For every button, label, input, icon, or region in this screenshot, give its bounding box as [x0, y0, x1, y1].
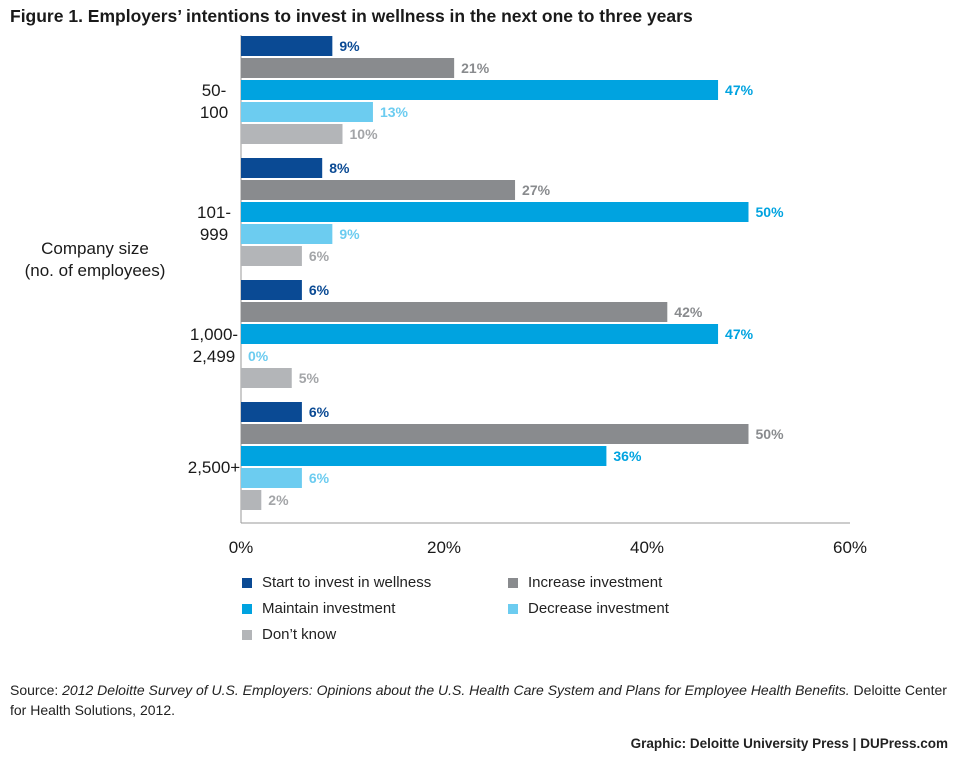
source-title: 2012 Deloitte Survey of U.S. Employers: …: [62, 682, 850, 698]
legend-item: Start to invest in wellness: [242, 574, 431, 591]
data-label: 5%: [299, 370, 320, 386]
x-tick-label: 60%: [833, 538, 867, 557]
legend-swatch: [508, 603, 518, 614]
category-label: 2,499: [193, 347, 236, 366]
legend-swatch: [242, 603, 252, 614]
x-tick-label: 0%: [229, 538, 254, 557]
data-label: 50%: [756, 204, 785, 220]
bar: [241, 58, 455, 78]
legend-item: Don’t know: [242, 626, 336, 643]
legend-swatch: [242, 629, 252, 640]
legend-item: Maintain investment: [242, 600, 395, 617]
data-label: 47%: [725, 82, 754, 98]
source-prefix: Source:: [10, 682, 63, 698]
bar: [241, 224, 333, 244]
bar: [241, 280, 302, 300]
bar: [241, 446, 607, 466]
legend-label: Increase investment: [528, 574, 663, 591]
category-label: 101-: [197, 203, 231, 222]
data-label: 36%: [613, 448, 642, 464]
source-note: Source: 2012 Deloitte Survey of U.S. Emp…: [10, 680, 960, 720]
bar: [241, 302, 668, 322]
category-label: 100: [200, 103, 228, 122]
data-label: 6%: [309, 248, 330, 264]
category-label: 50-: [202, 81, 227, 100]
bar: [241, 80, 719, 100]
bar: [241, 424, 749, 444]
data-label: 6%: [309, 470, 330, 486]
graphic-credit: Graphic: Deloitte University Press | DUP…: [630, 736, 948, 751]
data-label: 9%: [339, 226, 360, 242]
category-label: 2,500+: [188, 458, 241, 477]
data-label: 8%: [329, 160, 350, 176]
bar: [241, 324, 719, 344]
bar: [241, 102, 373, 122]
y-axis-label: Company size (no. of employees): [0, 238, 190, 282]
data-label: 47%: [725, 326, 754, 342]
source-suffix: Deloitte Center for Health Solutions, 20…: [10, 682, 947, 718]
bar: [241, 180, 516, 200]
legend-label: Start to invest in wellness: [262, 574, 432, 591]
bar: [241, 490, 262, 510]
data-label: 42%: [674, 304, 703, 320]
bar: [241, 468, 302, 488]
category-label: 1,000-: [190, 325, 238, 344]
chart-title: Figure 1. Employers’ intentions to inves…: [10, 6, 693, 26]
data-label: 6%: [309, 404, 330, 420]
bar: [241, 36, 333, 56]
bar-chart: 0% 20% 40% 60% 50- 100 101- 999 1,000- 2,499 2,500…: [188, 35, 867, 557]
legend-swatch: [242, 577, 252, 588]
data-label: 6%: [309, 282, 330, 298]
bar: [241, 124, 343, 144]
data-label: 27%: [522, 182, 551, 198]
bar: [241, 368, 292, 388]
data-label: 9%: [339, 38, 360, 54]
legend-item: Decrease investment: [508, 600, 669, 617]
legend-label: Decrease investment: [528, 600, 669, 617]
data-label: 21%: [461, 60, 490, 76]
x-tick-label: 40%: [630, 538, 664, 557]
data-label: 0%: [248, 348, 269, 364]
data-label: 10%: [350, 126, 379, 142]
y-axis-label-line: Company size: [41, 239, 149, 258]
category-label: 999: [200, 225, 228, 244]
bar: [241, 202, 749, 222]
x-tick-label: 20%: [427, 538, 461, 557]
y-axis-label-line: (no. of employees): [24, 261, 166, 280]
bar: [241, 158, 323, 178]
legend-swatch: [508, 577, 518, 588]
bar: [241, 246, 302, 266]
legend-label: Don’t know: [262, 626, 337, 643]
data-label: 50%: [756, 426, 785, 442]
data-label: 2%: [268, 492, 289, 508]
legend-item: Increase investment: [508, 574, 662, 591]
legend-label: Maintain investment: [262, 600, 396, 617]
data-label: 13%: [380, 104, 409, 120]
bar: [241, 402, 302, 422]
